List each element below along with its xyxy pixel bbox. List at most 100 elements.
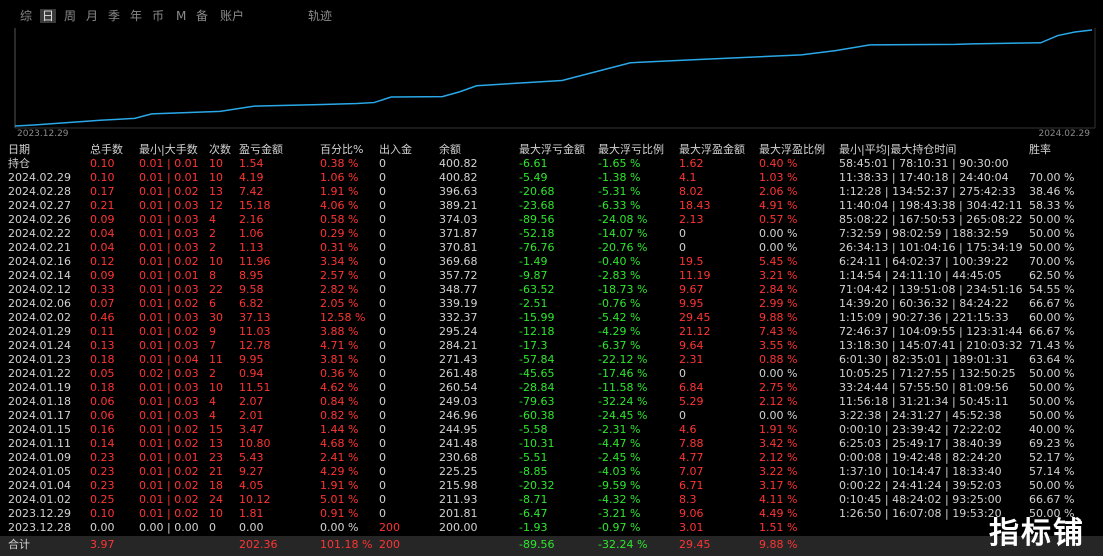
cell: 8.3	[679, 493, 697, 506]
column-header: 最大浮亏金额	[519, 143, 585, 156]
cell: 0.23	[90, 465, 115, 478]
cell: -3.21 %	[598, 507, 641, 520]
cell: 0.00 %	[759, 367, 798, 380]
footer-cell: 9.88 %	[759, 538, 798, 551]
cell: -9.87	[519, 269, 548, 282]
cell: 9.88 %	[759, 311, 798, 324]
tab[interactable]: 备	[196, 9, 209, 23]
cell: -57.84	[519, 353, 555, 366]
cell: 1.13	[239, 241, 264, 254]
cell: 0	[379, 339, 386, 352]
cell: 0.00 | 0.00	[139, 521, 199, 534]
cell: 52.17 %	[1029, 451, 1075, 464]
cell: 7.43 %	[759, 325, 798, 338]
cell: 389.21	[439, 199, 478, 212]
cell: 2024.01.22	[8, 367, 71, 380]
cell: 1.06	[239, 227, 264, 240]
cell: 3.34 %	[320, 255, 359, 268]
cell: 2.06 %	[759, 185, 798, 198]
tab[interactable]: 轨迹	[308, 9, 333, 23]
column-header: 总手数	[90, 143, 123, 156]
column-header: 出入金	[379, 143, 412, 156]
cell: 11:56:18 | 31:21:34 | 50:45:11	[839, 395, 1009, 408]
cell: 10	[209, 171, 223, 184]
tab[interactable]: 币	[152, 9, 165, 23]
column-header: 最小|大手数	[139, 143, 198, 156]
cell: 2024.02.02	[8, 311, 71, 324]
cell: -0.40 %	[598, 255, 641, 268]
cell: 0	[379, 255, 386, 268]
tab[interactable]: 综	[20, 9, 33, 23]
cell: 50.00 %	[1029, 241, 1075, 254]
cell: 71:04:42 | 139:51:08 | 234:51:16	[839, 283, 1023, 296]
cell: 2.05 %	[320, 297, 359, 310]
tab[interactable]: 季	[108, 9, 121, 23]
cell: 11.96	[239, 255, 271, 268]
cell: -1.38 %	[598, 171, 641, 184]
cell: 1:12:28 | 134:52:37 | 275:42:33	[839, 185, 1016, 198]
cell: -20.76 %	[598, 241, 648, 254]
cell: 66.67 %	[1029, 325, 1075, 338]
cell: 19.5	[679, 255, 704, 268]
cell: 4.1	[679, 171, 697, 184]
cell: 9.06	[679, 507, 704, 520]
cell: 200.00	[439, 521, 478, 534]
cell: 0.01 | 0.02	[139, 325, 199, 338]
cell: 2024.01.19	[8, 381, 71, 394]
cell: 0	[379, 353, 386, 366]
cell: -8.85	[519, 465, 548, 478]
cell: -6.61	[519, 157, 548, 170]
cell: 2024.01.04	[8, 479, 71, 492]
cell: 0	[379, 185, 386, 198]
tab[interactable]: 月	[86, 9, 99, 23]
cell: 4.49 %	[759, 507, 798, 520]
cell: 370.81	[439, 241, 478, 254]
cell: 11.51	[239, 381, 271, 394]
cell: 62.50 %	[1029, 269, 1075, 282]
cell: 0.01 | 0.02	[139, 255, 199, 268]
cell: 4	[209, 213, 216, 226]
cell: 4.06 %	[320, 199, 359, 212]
cell: 2024.02.27	[8, 199, 71, 212]
cell: 0.01 | 0.03	[139, 339, 199, 352]
cell: 4.77	[679, 451, 704, 464]
cell: 50.00 %	[1029, 367, 1075, 380]
cell: 1:15:09 | 90:27:36 | 221:15:33	[839, 311, 1009, 324]
cell: 0	[379, 367, 386, 380]
cell: -60.38	[519, 409, 555, 422]
tab[interactable]: 周	[64, 9, 77, 23]
cell: -6.33 %	[598, 199, 641, 212]
cell: 2.57 %	[320, 269, 359, 282]
cell: 2024.01.24	[8, 339, 71, 352]
cell: 369.68	[439, 255, 478, 268]
cell: -6.37 %	[598, 339, 641, 352]
cell: -2.31 %	[598, 423, 641, 436]
cell: 0	[679, 367, 686, 380]
cell: 1:37:10 | 10:14:47 | 18:33:40	[839, 465, 1002, 478]
cell: 3.47	[239, 423, 264, 436]
cell: 230.68	[439, 451, 478, 464]
cell: -2.83 %	[598, 269, 641, 282]
cell: 0	[379, 269, 386, 282]
cell: 215.98	[439, 479, 478, 492]
cell: 2023.12.28	[8, 521, 71, 534]
cell: 10	[209, 507, 223, 520]
tab[interactable]: 日	[40, 9, 57, 23]
cell: 0.01 | 0.01	[139, 171, 199, 184]
cell: 3.22 %	[759, 465, 798, 478]
tab[interactable]: 账户	[220, 9, 245, 23]
cell: -52.18	[519, 227, 555, 240]
cell: 0.01 | 0.02	[139, 493, 199, 506]
cell: 0.18	[90, 381, 115, 394]
tab[interactable]: M	[176, 9, 187, 23]
cell: 0.01 | 0.02	[139, 437, 199, 450]
cell: 0.01 | 0.03	[139, 283, 199, 296]
cell: 12.78	[239, 339, 271, 352]
cell: 2024.01.05	[8, 465, 71, 478]
cell: 0.01 | 0.02	[139, 423, 199, 436]
cell: 0:00:10 | 23:39:42 | 72:22:02	[839, 423, 1002, 436]
cell: 211.93	[439, 493, 478, 506]
cell: -24.08 %	[598, 213, 648, 226]
tab[interactable]: 年	[130, 9, 143, 23]
cell: -17.3	[519, 339, 548, 352]
